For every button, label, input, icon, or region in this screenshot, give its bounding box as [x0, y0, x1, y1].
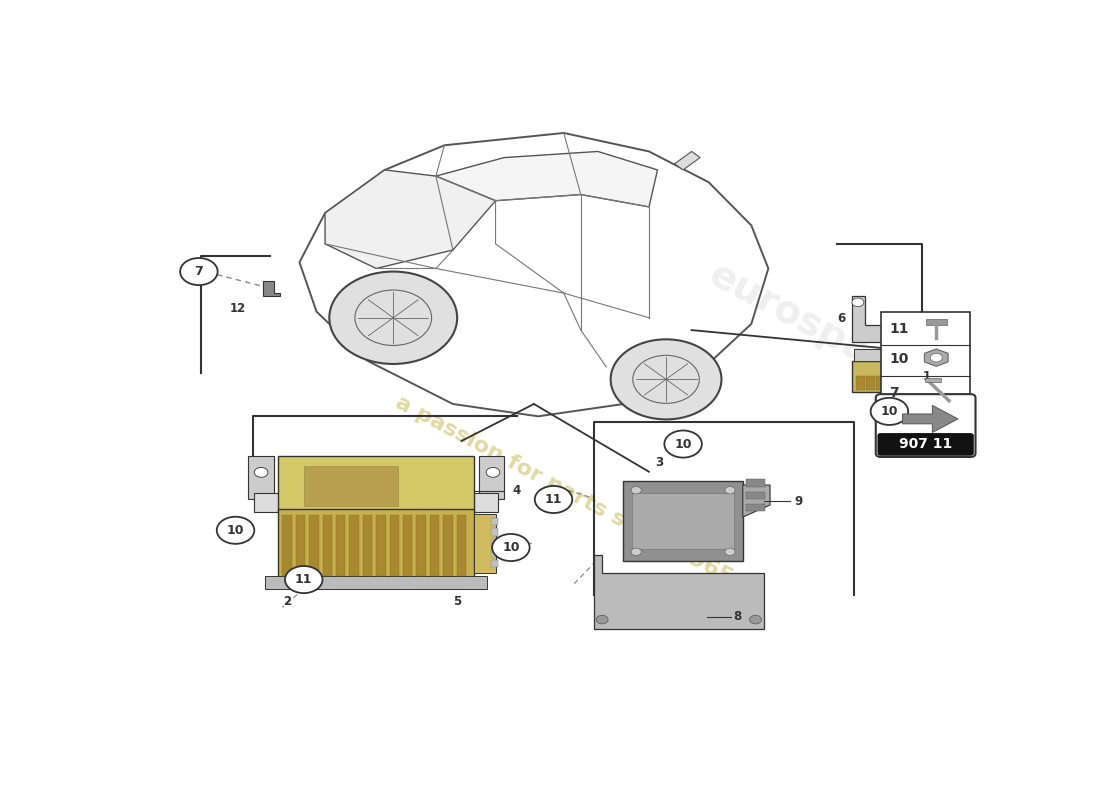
Text: eurospares: eurospares — [702, 256, 937, 405]
Text: a passion for parts since 1965: a passion for parts since 1965 — [392, 393, 736, 588]
Polygon shape — [278, 456, 474, 512]
Text: 12: 12 — [230, 302, 246, 315]
FancyBboxPatch shape — [249, 456, 274, 499]
Bar — [746, 492, 764, 499]
Polygon shape — [851, 296, 907, 342]
Bar — [283, 515, 292, 577]
Bar — [855, 349, 913, 361]
Text: 10: 10 — [890, 352, 909, 366]
Bar — [746, 479, 764, 486]
Bar — [746, 504, 764, 511]
FancyBboxPatch shape — [624, 481, 742, 561]
Text: 5: 5 — [453, 595, 461, 608]
FancyBboxPatch shape — [478, 456, 504, 499]
Bar — [492, 539, 498, 546]
Bar — [492, 550, 498, 557]
Text: 7: 7 — [890, 386, 899, 400]
Circle shape — [285, 566, 322, 593]
Text: 11: 11 — [890, 322, 909, 335]
Circle shape — [664, 430, 702, 458]
Text: 2: 2 — [283, 595, 290, 608]
Bar — [376, 515, 386, 577]
Bar — [926, 319, 946, 325]
Text: 3: 3 — [656, 456, 663, 469]
Bar — [856, 376, 866, 390]
Circle shape — [254, 467, 268, 478]
Polygon shape — [594, 555, 764, 629]
Polygon shape — [742, 485, 770, 517]
Circle shape — [180, 258, 218, 285]
Bar — [492, 529, 498, 536]
Bar — [474, 514, 495, 574]
Text: 7: 7 — [195, 265, 204, 278]
Circle shape — [596, 615, 608, 624]
Text: 10: 10 — [881, 405, 899, 418]
Circle shape — [631, 486, 641, 494]
Circle shape — [217, 517, 254, 544]
FancyBboxPatch shape — [254, 494, 498, 512]
Text: 9: 9 — [794, 494, 802, 507]
Circle shape — [631, 548, 641, 555]
FancyBboxPatch shape — [876, 394, 976, 457]
Circle shape — [749, 615, 761, 624]
Ellipse shape — [610, 339, 722, 419]
Circle shape — [725, 486, 735, 494]
Ellipse shape — [329, 271, 458, 364]
Bar — [430, 515, 439, 577]
Polygon shape — [326, 170, 495, 269]
Circle shape — [851, 298, 864, 306]
Circle shape — [931, 354, 943, 362]
Polygon shape — [924, 349, 948, 366]
Bar — [336, 515, 345, 577]
Text: 8: 8 — [734, 610, 741, 623]
Bar — [296, 515, 305, 577]
Circle shape — [535, 486, 572, 513]
Circle shape — [871, 398, 909, 425]
Text: 1: 1 — [923, 370, 931, 382]
Bar — [417, 515, 426, 577]
Bar — [322, 515, 332, 577]
Bar — [309, 515, 319, 577]
Polygon shape — [278, 510, 474, 579]
Bar — [265, 577, 487, 589]
Polygon shape — [902, 406, 958, 433]
Bar — [905, 376, 914, 390]
Text: 10: 10 — [227, 524, 244, 537]
Text: 10: 10 — [502, 541, 519, 554]
Bar — [925, 378, 940, 382]
Bar — [886, 376, 894, 390]
Circle shape — [725, 548, 735, 555]
Bar — [895, 376, 904, 390]
Bar — [866, 376, 876, 390]
Bar — [876, 376, 886, 390]
Polygon shape — [263, 281, 279, 296]
Circle shape — [492, 534, 530, 561]
Bar — [304, 466, 397, 506]
Text: 6: 6 — [837, 312, 845, 325]
Text: 11: 11 — [544, 493, 562, 506]
Bar — [456, 515, 466, 577]
Text: 11: 11 — [295, 573, 312, 586]
Bar — [443, 515, 452, 577]
Polygon shape — [436, 151, 658, 207]
Bar — [631, 494, 735, 549]
Text: 907 11: 907 11 — [899, 438, 953, 451]
Bar — [851, 361, 916, 392]
Bar — [881, 312, 970, 410]
Bar — [363, 515, 372, 577]
Bar — [389, 515, 399, 577]
Bar — [403, 515, 412, 577]
Text: 4: 4 — [513, 484, 521, 498]
Bar — [350, 515, 359, 577]
FancyBboxPatch shape — [878, 433, 974, 456]
Text: 10: 10 — [674, 438, 692, 450]
Circle shape — [486, 467, 499, 478]
Bar — [492, 560, 498, 567]
Polygon shape — [674, 151, 700, 170]
Bar — [492, 518, 498, 526]
